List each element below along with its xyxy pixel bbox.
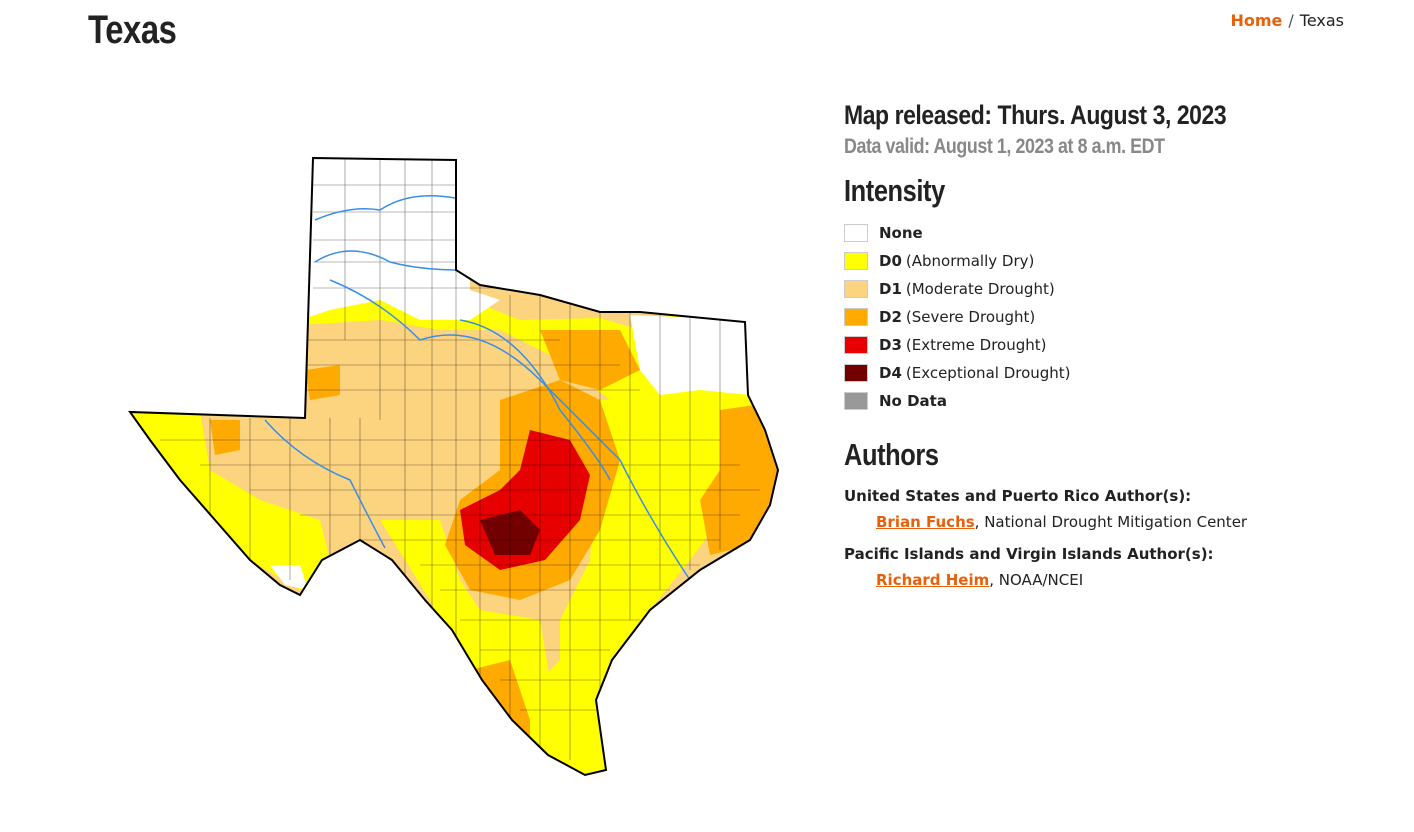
breadcrumb-home[interactable]: Home [1230,11,1283,30]
author-line: Richard Heim, NOAA/NCEI [876,571,1384,589]
legend-code: D2 [879,308,902,326]
legend-item: D1 (Moderate Drought) [844,275,1384,303]
release-date: Map released: Thurs. August 3, 2023 [844,100,1227,130]
legend-desc: (Moderate Drought) [905,280,1055,298]
author-heading: Pacific Islands and Virgin Islands Autho… [844,545,1214,563]
legend-swatch [844,308,868,326]
author-group: Pacific Islands and Virgin Islands Autho… [844,545,1384,589]
legend-item: No Data [844,387,1384,415]
author-affiliation: , National Drought Mitigation Center [974,513,1248,531]
legend-item: D3 (Extreme Drought) [844,331,1384,359]
legend-item: D0 (Abnormally Dry) [844,247,1384,275]
legend-swatch [844,224,868,242]
authors: United States and Puerto Rico Author(s):… [844,487,1384,589]
legend-code: D0 [879,252,902,270]
authors-title: Authors [844,437,939,472]
author-group: United States and Puerto Rico Author(s):… [844,487,1384,531]
drought-map [129,157,779,776]
legend-swatch [844,252,868,270]
author-affiliation: , NOAA/NCEI [989,571,1084,589]
legend-desc: (Abnormally Dry) [905,252,1035,270]
author-line: Brian Fuchs, National Drought Mitigation… [876,513,1384,531]
breadcrumb-current: Texas [1299,11,1344,30]
legend-swatch [844,364,868,382]
legend-code: D3 [879,336,902,354]
legend-item: D4 (Exceptional Drought) [844,359,1384,387]
breadcrumb: Home / Texas [1230,11,1344,30]
legend-swatch [844,336,868,354]
legend-swatch [844,392,868,410]
legend-item: D2 (Severe Drought) [844,303,1384,331]
page-title: Texas [88,8,177,52]
author-link[interactable]: Richard Heim [876,571,990,589]
legend-swatch [844,280,868,298]
author-heading: United States and Puerto Rico Author(s): [844,487,1192,505]
legend: None D0 (Abnormally Dry) D1 (Moderate Drough… [844,219,1384,415]
author-link[interactable]: Brian Fuchs [876,513,975,531]
legend-item: None [844,219,1384,247]
drought-areas [130,158,778,775]
legend-code: None [879,224,923,242]
legend-desc: (Severe Drought) [905,308,1036,326]
map-info: Map released: Thurs. August 3, 2023 Data… [844,100,1384,589]
legend-code: D1 [879,280,902,298]
legend-code: No Data [879,392,947,410]
legend-desc: (Exceptional Drought) [905,364,1071,382]
breadcrumb-separator: / [1288,11,1294,30]
valid-date: Data valid: August 1, 2023 at 8 a.m. EDT [844,135,1165,158]
legend-desc: (Extreme Drought) [905,336,1047,354]
legend-title: Intensity [844,173,945,208]
legend-code: D4 [879,364,902,382]
